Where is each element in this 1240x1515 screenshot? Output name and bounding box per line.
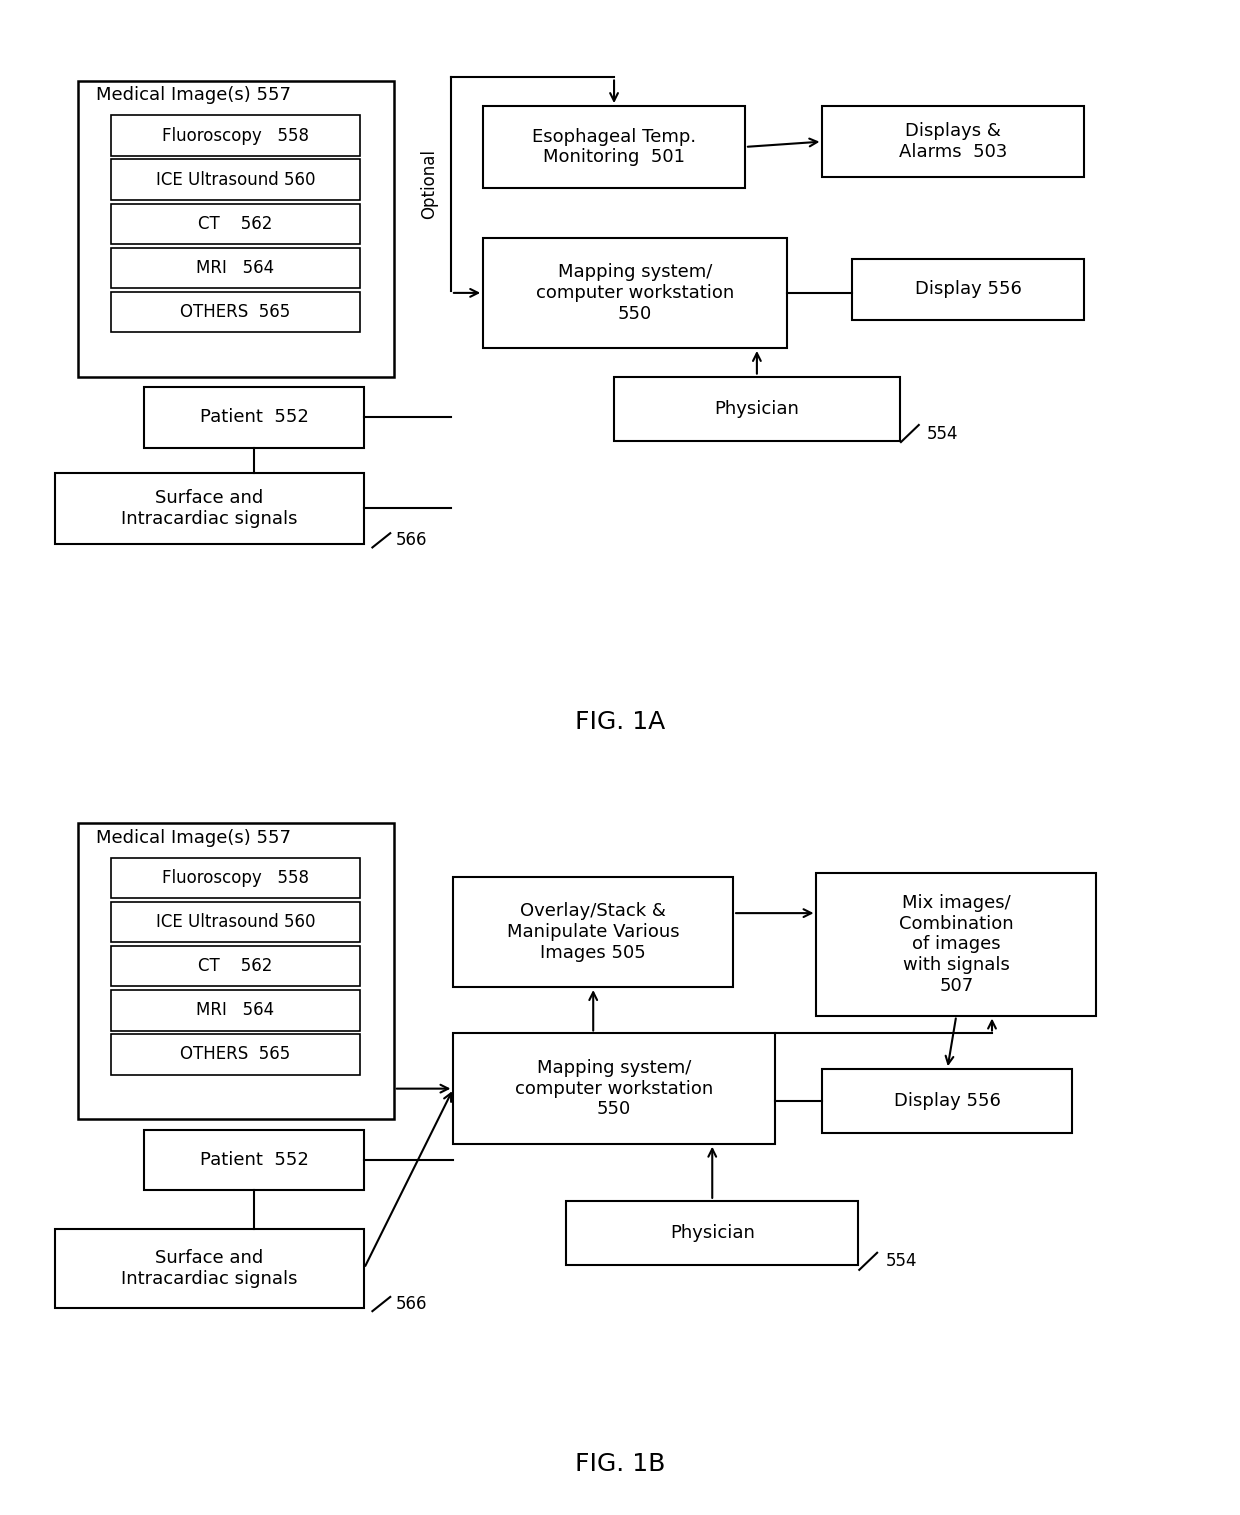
Bar bbox=[110, 901, 361, 942]
Bar bbox=[816, 873, 1096, 1015]
Text: Medical Image(s) 557: Medical Image(s) 557 bbox=[97, 829, 291, 847]
Text: Physician: Physician bbox=[714, 400, 800, 418]
Bar bbox=[78, 80, 394, 377]
Text: ICE Ultrasound 560: ICE Ultrasound 560 bbox=[156, 914, 315, 932]
Bar bbox=[614, 377, 900, 441]
Text: Surface and
Intracardiac signals: Surface and Intracardiac signals bbox=[122, 489, 298, 527]
Text: Optional: Optional bbox=[420, 150, 439, 220]
Text: Fluoroscopy   558: Fluoroscopy 558 bbox=[162, 870, 309, 886]
Bar bbox=[110, 247, 361, 288]
Bar bbox=[822, 1070, 1073, 1133]
Text: Esophageal Temp.
Monitoring  501: Esophageal Temp. Monitoring 501 bbox=[532, 127, 696, 167]
Bar bbox=[110, 857, 361, 898]
Text: FIG. 1A: FIG. 1A bbox=[575, 711, 665, 733]
Bar bbox=[822, 106, 1084, 177]
Text: Fluoroscopy   558: Fluoroscopy 558 bbox=[162, 127, 309, 144]
Text: FIG. 1B: FIG. 1B bbox=[575, 1453, 665, 1476]
Bar bbox=[484, 238, 786, 348]
Text: Overlay/Stack &
Manipulate Various
Images 505: Overlay/Stack & Manipulate Various Image… bbox=[507, 903, 680, 962]
Text: Mapping system/
computer workstation
550: Mapping system/ computer workstation 550 bbox=[515, 1059, 713, 1118]
Bar bbox=[144, 1130, 365, 1191]
Text: Surface and
Intracardiac signals: Surface and Intracardiac signals bbox=[122, 1248, 298, 1288]
Text: OTHERS  565: OTHERS 565 bbox=[180, 303, 290, 321]
Bar bbox=[484, 106, 745, 188]
Text: Physician: Physician bbox=[670, 1224, 755, 1242]
Text: OTHERS  565: OTHERS 565 bbox=[180, 1045, 290, 1064]
Bar bbox=[144, 388, 365, 448]
Bar bbox=[110, 159, 361, 200]
Text: Display 556: Display 556 bbox=[915, 280, 1022, 298]
Bar bbox=[454, 1033, 775, 1144]
Text: Patient  552: Patient 552 bbox=[200, 1151, 309, 1170]
Bar bbox=[110, 292, 361, 332]
Bar bbox=[55, 473, 365, 544]
Text: 566: 566 bbox=[397, 1295, 428, 1314]
Text: Mix images/
Combination
of images
with signals
507: Mix images/ Combination of images with s… bbox=[899, 894, 1013, 995]
Text: Mapping system/
computer workstation
550: Mapping system/ computer workstation 550 bbox=[536, 264, 734, 323]
Text: MRI   564: MRI 564 bbox=[196, 259, 274, 277]
Text: Medical Image(s) 557: Medical Image(s) 557 bbox=[97, 86, 291, 105]
Bar bbox=[55, 1229, 365, 1307]
Bar bbox=[110, 203, 361, 244]
Text: Displays &
Alarms  503: Displays & Alarms 503 bbox=[899, 123, 1007, 161]
Bar bbox=[110, 115, 361, 156]
Text: 554: 554 bbox=[885, 1253, 916, 1270]
Text: ICE Ultrasound 560: ICE Ultrasound 560 bbox=[156, 171, 315, 189]
Bar bbox=[110, 989, 361, 1030]
Bar bbox=[110, 1035, 361, 1074]
Bar bbox=[78, 824, 394, 1120]
Text: MRI   564: MRI 564 bbox=[196, 1001, 274, 1020]
Bar bbox=[567, 1201, 858, 1265]
Bar bbox=[852, 259, 1084, 320]
Text: 554: 554 bbox=[928, 424, 959, 442]
Text: CT    562: CT 562 bbox=[198, 215, 273, 233]
Bar bbox=[454, 877, 733, 988]
Text: 566: 566 bbox=[397, 532, 428, 550]
Text: Display 556: Display 556 bbox=[894, 1092, 1001, 1110]
Text: Patient  552: Patient 552 bbox=[200, 409, 309, 427]
Bar bbox=[110, 945, 361, 986]
Text: CT    562: CT 562 bbox=[198, 957, 273, 976]
